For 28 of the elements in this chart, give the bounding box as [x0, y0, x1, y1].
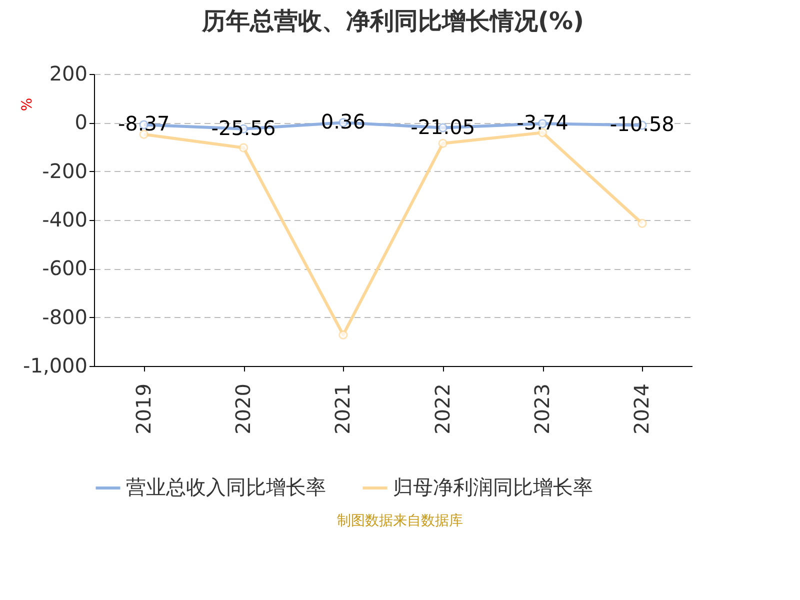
y-tick-label: -1,000	[23, 354, 88, 378]
point	[238, 143, 248, 152]
y-tick-label: -200	[42, 158, 88, 183]
chart-title: 历年总营收、净利同比增长情况(%)	[201, 7, 584, 35]
data-label: -3.74	[516, 110, 568, 135]
y-tick-label: 0	[74, 110, 88, 134]
point	[438, 138, 448, 148]
y-tick-label: -800	[42, 304, 88, 329]
y-axis-title: %	[20, 98, 36, 112]
x-tick-label: 2022	[430, 384, 454, 434]
data-label: -8.37	[118, 112, 170, 136]
x-tick-label: 2023	[530, 384, 554, 434]
x-tick-label: 2020	[231, 384, 255, 434]
legend-label: 归母净利润同比增长率	[393, 475, 593, 499]
data-label: -21.05	[410, 114, 476, 139]
x-tick-label: 2024	[630, 384, 654, 434]
y-tick-label: 200	[49, 62, 88, 86]
y-tick-label: -600	[42, 256, 88, 280]
data-label: -10.58	[610, 112, 674, 136]
data-label: -25.56	[211, 116, 276, 140]
point	[638, 218, 647, 228]
x-tick-label: 2019	[131, 384, 156, 434]
y-tick-label: -400	[42, 208, 88, 232]
x-tick-label: 2021	[330, 384, 355, 434]
legend-label: 营业总收入同比增长率	[126, 475, 326, 499]
text: 制图数据来自数据库	[336, 512, 464, 530]
data-label: 0.36	[320, 110, 366, 134]
point	[338, 330, 348, 340]
